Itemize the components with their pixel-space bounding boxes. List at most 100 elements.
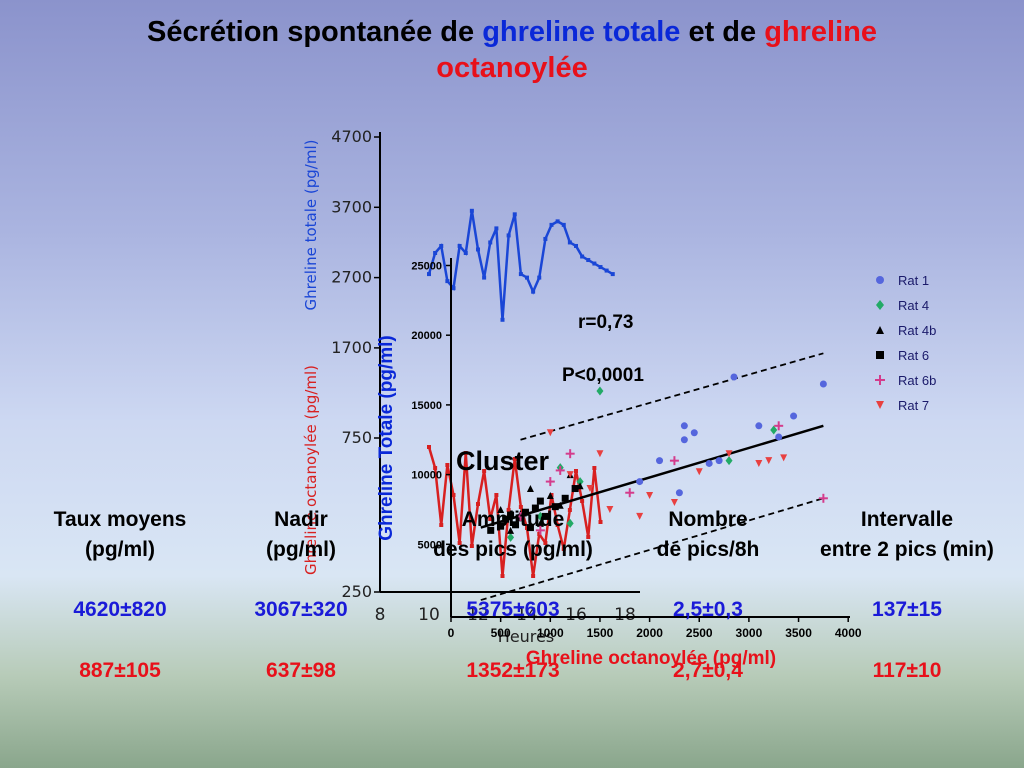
series-point-total (549, 222, 554, 227)
scatter-point-rat-7 (566, 471, 574, 479)
scatter-x-tick-label: 1000 (537, 626, 564, 640)
scatter-point-rat-6 (512, 521, 520, 529)
series-point-octanoyl (531, 574, 536, 578)
series-point-total (451, 286, 456, 291)
scatter-point-rat-4b (497, 505, 505, 513)
scatter-point-rat-7 (695, 468, 703, 476)
series-point-octanoyl (488, 517, 493, 521)
series-point-total (512, 212, 517, 217)
scatter-x-tick-label: 2000 (636, 626, 663, 640)
value-nadir-octanoyl: 637±98 (266, 659, 336, 682)
series-point-octanoyl (463, 451, 468, 455)
series-point-octanoyl (555, 523, 560, 527)
legend-label-rat-7: Rat 7 (898, 398, 929, 413)
title-part3: et de (680, 16, 765, 48)
header-line2: de pics/8h (656, 538, 760, 561)
series-point-total (592, 261, 597, 266)
scatter-point-rat-6b (545, 477, 555, 487)
header-intervalle: Intervalle entre 2 pics (min) (796, 505, 1018, 565)
scatter-point-rat-1 (790, 412, 798, 420)
scatter-point-rat-4b (507, 526, 515, 534)
series-point-total (427, 272, 431, 277)
scatter-point-rat-4b (546, 492, 554, 500)
scatter-point-rat-1 (690, 429, 698, 437)
series-point-octanoyl (482, 469, 487, 473)
series-point-octanoyl (598, 520, 603, 524)
scatter-y-tick-label: 10000 (411, 470, 442, 482)
scatter-point-rat-6 (507, 511, 515, 519)
value-amplitude-total: 5375±603 (466, 598, 560, 621)
time-x-tick-label: 14 (516, 605, 538, 625)
header-amplitude: Amplitude des pics (pg/ml) (408, 505, 618, 565)
series-point-octanoyl (494, 493, 499, 497)
scatter-point-rat-7 (596, 450, 604, 458)
value-intervalle-total: 137±15 (872, 598, 942, 621)
header-line1: Intervalle (860, 508, 954, 531)
scatter-y-axis-label: Ghreline Totale (pg/ml) (376, 335, 397, 541)
series-point-total (439, 243, 444, 248)
scatter-y-tick-label: 5000 (418, 539, 442, 551)
series-point-octanoyl (445, 463, 450, 467)
legend-marker-rat-4b (876, 326, 884, 334)
scatter-point-rat-7 (646, 492, 654, 500)
scatter-point-rat-6 (521, 508, 529, 516)
legend-label-rat-6: Rat 6 (898, 348, 929, 363)
annotation-cluster: Cluster (456, 446, 550, 476)
series-point-total (567, 240, 572, 245)
value-nadir-total: 3067±320 (254, 598, 348, 621)
scatter-point-rat-7 (586, 485, 594, 493)
series-point-octanoyl (451, 493, 456, 497)
series-point-octanoyl (537, 532, 542, 536)
scatter-point-rat-6 (541, 512, 549, 520)
scatter-point-rat-6b (669, 456, 679, 466)
scatter-point-rat-6 (502, 515, 510, 523)
scatter-point-rat-4 (725, 456, 733, 466)
scatter-point-rat-4 (770, 425, 778, 435)
header-nadir: Nadir (pg/ml) (222, 505, 380, 565)
scatter-y-tick-label: 25000 (411, 261, 442, 273)
series-line-total (427, 210, 614, 320)
series-point-octanoyl (500, 574, 505, 578)
scatter-point-rat-1 (656, 457, 664, 465)
series-point-total (433, 250, 438, 255)
scatter-point-rat-6b (555, 465, 565, 475)
scatter-point-rat-1 (636, 478, 644, 486)
scatter-point-rat-7 (606, 505, 614, 513)
scatter-x-tick-label: 0 (448, 626, 455, 640)
series-point-octanoyl (561, 547, 566, 551)
series-point-total (494, 226, 499, 231)
scatter-point-rat-6b (774, 421, 784, 431)
scatter-y-tick-label: 15000 (411, 400, 442, 412)
scatter-point-rat-6 (571, 485, 579, 493)
header-taux-moyens: Taux moyens (pg/ml) (22, 505, 218, 565)
header-line1: Nadir (274, 508, 328, 531)
series-point-octanoyl (457, 541, 462, 545)
legend-marker-rat-4 (876, 300, 884, 310)
time-y-tick-label: 4700 (331, 127, 372, 146)
scatter-point-rat-1 (775, 433, 783, 441)
title-ghreline: ghreline (764, 16, 878, 48)
scatter-point-rat-7 (670, 498, 678, 506)
value-taux-moyens-total: 4620±820 (73, 598, 167, 621)
legend-label-rat-1: Rat 1 (898, 273, 929, 288)
series-point-total (457, 243, 462, 248)
series-point-octanoyl (586, 535, 591, 539)
scatter-point-rat-7 (546, 429, 554, 437)
scatter-x-tick-label: 3000 (736, 626, 763, 640)
legend-marker-rat-6b (875, 375, 885, 385)
series-point-octanoyl (580, 499, 585, 503)
header-line1: Amplitude (461, 508, 565, 531)
series-point-total (531, 289, 536, 294)
scatter-point-rat-1 (730, 373, 738, 381)
scatter-point-rat-6b (818, 493, 828, 503)
scatter-point-rat-6 (487, 526, 495, 534)
scatter-point-rat-4 (596, 386, 604, 396)
time-x-tick-label: 10 (418, 605, 440, 625)
header-line2: (pg/ml) (266, 538, 336, 561)
value-amplitude-octanoyl: 1352±173 (466, 659, 560, 682)
series-point-total (580, 254, 585, 259)
series-point-total (476, 247, 480, 252)
scatter-point-rat-4b (536, 519, 544, 527)
series-point-octanoyl (469, 544, 474, 548)
